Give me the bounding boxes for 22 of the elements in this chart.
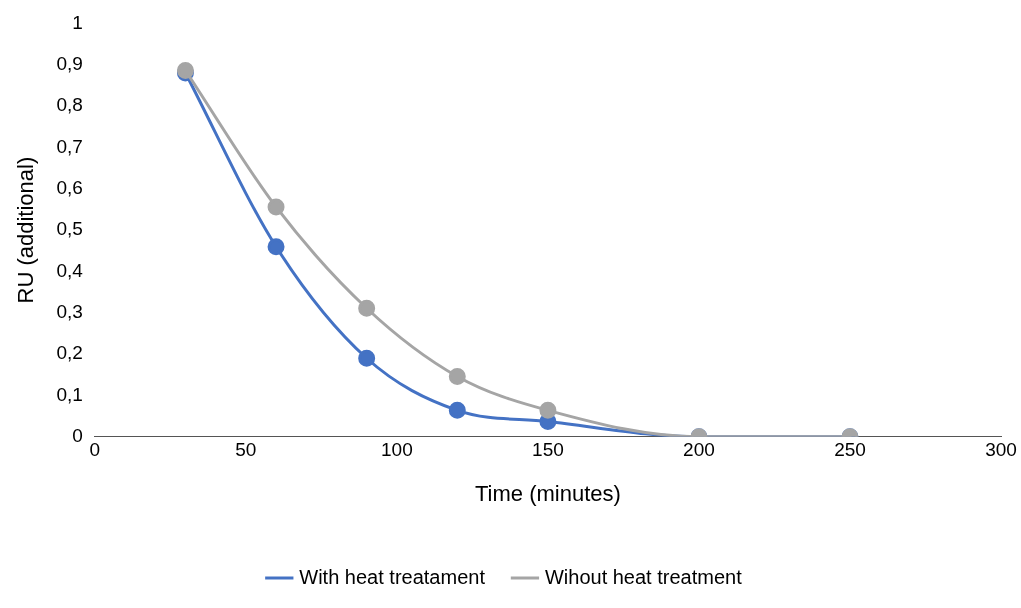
y-tick-label: 0,6 [56,176,83,198]
y-tick-label: 0 [72,425,83,447]
x-tick-label: 200 [683,439,715,461]
y-tick-label: 0,9 [56,52,83,74]
y-tick-label: 0,3 [56,301,83,323]
x-tick-label: 150 [532,439,564,461]
legend-label: Wihout heat treatment [544,565,743,588]
x-axis-title: Time (minutes) [474,480,621,506]
y-tick-label: 0,8 [56,94,83,116]
y-tick-label: 0,5 [56,218,83,240]
x-tick-label: 50 [235,439,257,461]
y-tick-label: 0,4 [56,259,84,281]
y-tick-label: 0,7 [56,135,83,157]
y-tick-label: 1 [72,11,83,33]
y-axis-title: RU (additional) [13,156,39,304]
legend-label: With heat treatament [299,565,486,588]
y-tick-label: 0,2 [56,342,83,364]
x-tick-label: 300 [985,439,1017,461]
x-tick-label: 100 [381,439,413,461]
y-tick-label: 0,1 [56,383,83,405]
x-tick-label: 250 [834,439,866,461]
x-tick-label: 0 [89,439,101,461]
